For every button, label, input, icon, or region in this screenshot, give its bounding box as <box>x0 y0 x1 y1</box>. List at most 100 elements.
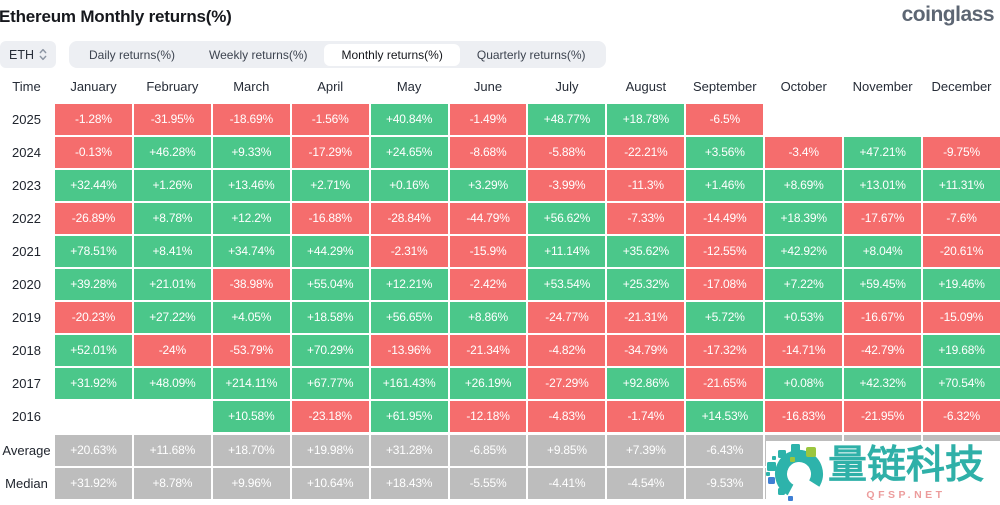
watermark: 量链科技 QFSP.NET <box>766 441 1000 505</box>
return-cell: -9.75% <box>923 137 1000 168</box>
return-cell: +8.78% <box>133 203 211 234</box>
return-cell: -3.99% <box>528 170 606 201</box>
return-cell: +44.29% <box>291 236 369 267</box>
return-cell: -21.65% <box>686 368 764 399</box>
coinglass-logo: coinglass <box>901 3 995 26</box>
return-cell: +19.98% <box>291 435 369 466</box>
return-cell: +24.65% <box>370 137 448 168</box>
return-cell: -3.4% <box>765 137 843 168</box>
return-cell: +13.01% <box>844 170 922 201</box>
col-header-month: May <box>396 79 422 94</box>
row-label: 2020 <box>0 269 53 300</box>
return-cell: -17.32% <box>686 335 764 366</box>
return-cell: -24% <box>133 335 211 366</box>
return-cell: +18.39% <box>765 203 843 234</box>
table-row-2019: 2019 -20.23% +27.22% +4.05% +18.58% +56.65% +8… <box>0 302 1000 333</box>
row-label: 2022 <box>0 203 53 234</box>
return-cell: -1.49% <box>449 104 527 135</box>
tab-weekly[interactable]: Weekly returns(%) <box>209 47 308 62</box>
return-cell: +40.84% <box>370 104 448 135</box>
return-cell: -0.13% <box>55 137 132 168</box>
return-cell: -16.88% <box>291 203 369 234</box>
col-header-month: March <box>233 79 270 94</box>
return-cell: -13.96% <box>370 335 448 366</box>
return-cell: -4.54% <box>607 468 685 499</box>
row-label: 2017 <box>0 368 53 399</box>
return-cell: +70.29% <box>291 335 369 366</box>
table-row-2020: 2020 +39.28% +21.01% -38.98% +55.04% +12.21% -… <box>0 269 1000 300</box>
return-cell: -20.61% <box>923 236 1000 267</box>
tab-monthly[interactable]: Monthly returns(%) <box>324 43 460 66</box>
col-header-month: November <box>852 79 913 94</box>
returns-table-body: 2025 -1.28% -31.95% -18.69% -1.56% +40.84% -1.… <box>0 104 1000 499</box>
symbol-select[interactable]: ETH <box>0 41 56 68</box>
return-cell: -15.09% <box>923 302 1000 333</box>
table-header-row: Time January February March April May June July… <box>0 78 1000 96</box>
row-label: 2016 <box>0 401 53 432</box>
return-cell: -14.49% <box>686 203 764 234</box>
watermark-subtext: QFSP.NET <box>866 488 946 501</box>
return-cell: +11.14% <box>528 236 606 267</box>
tab-daily[interactable]: Daily returns(%) <box>89 47 176 62</box>
return-cell: +0.16% <box>370 170 448 201</box>
row-label: 2019 <box>0 302 53 333</box>
return-cell: +18.58% <box>291 302 369 333</box>
return-cell: -16.67% <box>844 302 922 333</box>
return-cell: +25.32% <box>607 269 685 300</box>
return-cell: -42.79% <box>844 335 922 366</box>
table-row-2023: 2023 +32.44% +1.26% +13.46% +2.71% +0.16% +3.2… <box>0 170 1000 201</box>
return-cell: -53.79% <box>212 335 290 366</box>
return-cell: -7.6% <box>923 203 1000 234</box>
watermark-logo-icon <box>766 443 824 503</box>
return-cell: -21.31% <box>607 302 685 333</box>
return-cell: +9.96% <box>212 468 290 499</box>
col-header-month: July <box>555 79 579 94</box>
return-cell: +4.05% <box>212 302 290 333</box>
return-cell: -23.18% <box>291 401 369 432</box>
row-label: 2024 <box>0 137 53 168</box>
return-cell: -6.5% <box>686 104 764 135</box>
return-cell: -4.82% <box>528 335 606 366</box>
return-cell: +31.92% <box>55 368 132 399</box>
return-cell: -1.74% <box>607 401 685 432</box>
return-cell: +8.78% <box>133 468 211 499</box>
col-header-month: September <box>692 79 757 94</box>
return-cell: -12.55% <box>686 236 764 267</box>
return-cell: -17.67% <box>844 203 922 234</box>
return-cell: +3.29% <box>449 170 527 201</box>
return-cell: -14.71% <box>765 335 843 366</box>
return-cell: -26.89% <box>55 203 132 234</box>
row-label: Median <box>0 468 53 499</box>
return-cell: +1.26% <box>133 170 211 201</box>
return-cell: +47.21% <box>844 137 922 168</box>
return-cell: -22.21% <box>607 137 685 168</box>
table-row-2024: 2024 -0.13% +46.28% +9.33% -17.29% +24.65% -8.… <box>0 137 1000 168</box>
return-cell: +10.64% <box>291 468 369 499</box>
col-header-month: October <box>780 79 827 94</box>
symbol-select-value: ETH <box>9 47 34 62</box>
return-cell: -38.98% <box>212 269 290 300</box>
tab-quarterly[interactable]: Quarterly returns(%) <box>476 47 586 62</box>
return-cell: +78.51% <box>55 236 132 267</box>
table-row-2025: 2025 -1.28% -31.95% -18.69% -1.56% +40.84% -1.… <box>0 104 1000 135</box>
return-cell: +52.01% <box>55 335 132 366</box>
return-cell: +34.74% <box>212 236 290 267</box>
return-cell: -1.28% <box>55 104 132 135</box>
return-cell: +7.39% <box>607 435 685 466</box>
controls-bar: ETH Daily returns(%) Weekly returns(%) Mon… <box>0 41 606 68</box>
return-cell: +18.70% <box>212 435 290 466</box>
return-cell: -15.9% <box>449 236 527 267</box>
return-cell: +161.43% <box>370 368 448 399</box>
return-cell: +92.86% <box>607 368 685 399</box>
return-cell <box>55 401 132 432</box>
return-cell: +9.85% <box>528 435 606 466</box>
return-cell: +19.46% <box>923 269 1000 300</box>
return-cell: -44.79% <box>449 203 527 234</box>
return-cell: -2.31% <box>370 236 448 267</box>
return-cell: +2.71% <box>291 170 369 201</box>
return-cell: +61.95% <box>370 401 448 432</box>
return-cell: +46.28% <box>133 137 211 168</box>
return-cell: +26.19% <box>449 368 527 399</box>
return-cell: +32.44% <box>55 170 132 201</box>
page-title: Ethereum Monthly returns(%) <box>0 7 232 26</box>
